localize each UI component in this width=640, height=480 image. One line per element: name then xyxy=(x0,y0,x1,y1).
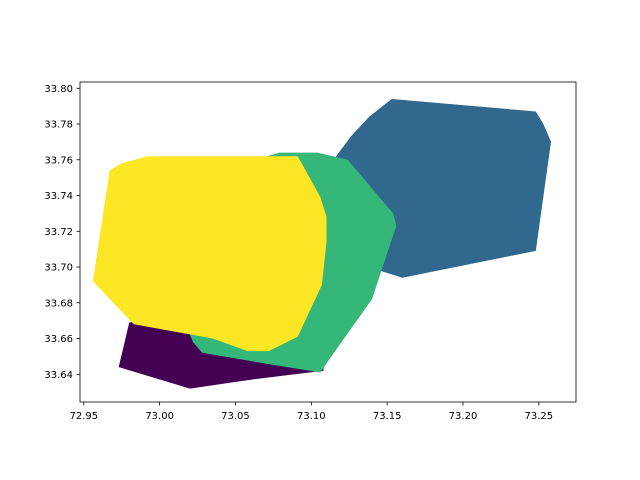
x-tick-label: 73.05 xyxy=(221,411,250,422)
x-tick-label: 73.15 xyxy=(373,411,402,422)
y-tick-label: 33.70 xyxy=(44,263,73,274)
x-tick-label: 73.25 xyxy=(525,411,554,422)
x-tick-label: 73.00 xyxy=(145,411,174,422)
y-tick-label: 33.72 xyxy=(44,227,73,238)
y-axis: 33.64 33.66 33.68 33.70 33.72 33.74 33.76 33.78… xyxy=(44,84,80,381)
y-tick-label: 33.80 xyxy=(44,84,73,95)
y-tick-label: 33.66 xyxy=(44,334,73,345)
y-tick-label: 33.76 xyxy=(44,155,73,166)
y-tick-label: 33.74 xyxy=(44,191,73,202)
y-tick-label: 33.64 xyxy=(44,370,73,381)
x-tick-label: 73.10 xyxy=(297,411,326,422)
region-polygon-4 xyxy=(92,156,327,352)
x-tick-label: 73.20 xyxy=(449,411,478,422)
x-axis: 72.95 73.00 73.05 73.10 73.15 73.20 73.25 xyxy=(69,402,553,422)
polygon-layer xyxy=(92,99,551,389)
y-tick-label: 33.68 xyxy=(44,298,73,309)
axes-frame xyxy=(79,81,577,403)
y-tick-label: 33.78 xyxy=(44,120,73,131)
x-tick-label: 72.95 xyxy=(69,411,98,422)
